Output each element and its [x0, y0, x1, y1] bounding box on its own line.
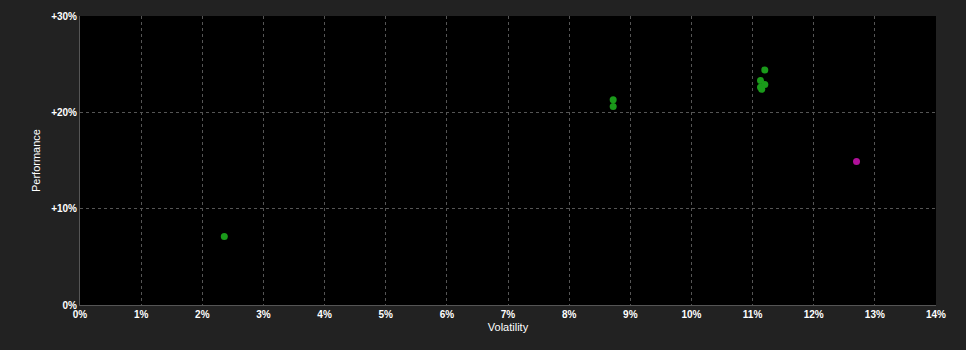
svg-text:11%: 11%	[743, 309, 763, 320]
svg-text:13%: 13%	[865, 309, 885, 320]
svg-text:Volatility: Volatility	[488, 321, 529, 333]
svg-text:0%: 0%	[73, 309, 88, 320]
svg-text:4%: 4%	[317, 309, 332, 320]
svg-text:1%: 1%	[134, 309, 149, 320]
svg-text:12%: 12%	[804, 309, 824, 320]
svg-text:8%: 8%	[562, 309, 577, 320]
svg-text:10%: 10%	[681, 309, 701, 320]
svg-text:6%: 6%	[440, 309, 455, 320]
svg-text:+10%: +10%	[51, 203, 77, 214]
svg-text:+20%: +20%	[51, 107, 77, 118]
svg-text:0%: 0%	[63, 300, 78, 311]
svg-text:7%: 7%	[501, 309, 516, 320]
svg-text:2%: 2%	[195, 309, 210, 320]
svg-text:14%: 14%	[926, 309, 946, 320]
svg-text:5%: 5%	[378, 309, 393, 320]
svg-text:Performance: Performance	[30, 129, 42, 192]
svg-text:3%: 3%	[256, 309, 271, 320]
svg-text:+30%: +30%	[51, 11, 77, 22]
svg-text:9%: 9%	[623, 309, 638, 320]
